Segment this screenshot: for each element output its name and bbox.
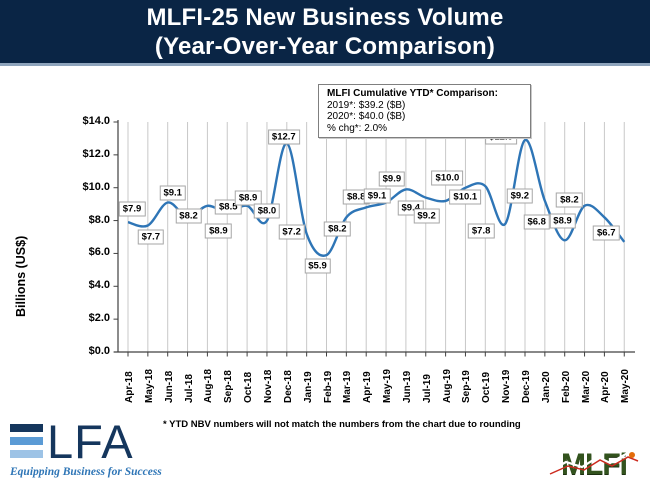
nbv-line-series xyxy=(127,138,626,257)
data-point-label: $9.2 xyxy=(413,208,440,224)
elfa-e-bar-top xyxy=(10,424,43,432)
y-tick-label: $4.0 xyxy=(88,279,110,292)
ytd-2020-value: 2020*: $40.0 ($B) xyxy=(327,111,406,122)
chart-title-line1: MLFI-25 New Business Volume xyxy=(146,3,504,31)
elfa-wordmark: LFA xyxy=(10,415,162,468)
elfa-e-bar-bottom xyxy=(10,450,43,458)
data-point-label: $8.2 xyxy=(556,192,583,208)
x-tick-label: Oct-19 xyxy=(481,371,493,403)
data-point-label: $6.7 xyxy=(593,225,620,241)
y-tick-label: $2.0 xyxy=(88,312,110,325)
x-tick-label: Dec-18 xyxy=(282,370,294,403)
mlfi-logo: MLFi xyxy=(548,447,640,483)
x-tick-label: Jan-20 xyxy=(540,371,552,403)
chart-title-line2: (Year-Over-Year Comparison) xyxy=(154,32,496,60)
y-tick-label: $8.0 xyxy=(88,213,110,226)
elfa-e-bar-mid xyxy=(10,437,43,445)
ytd-comparison-box: MLFI Cumulative YTD* Comparison: 2019*: … xyxy=(318,84,531,138)
x-tick-label: May-18 xyxy=(143,369,155,403)
x-tick-label: Apr-18 xyxy=(124,371,135,403)
x-tick-label: Aug-18 xyxy=(203,369,215,403)
x-tick-label: Jul-19 xyxy=(421,374,433,403)
title-bar: MLFI-25 New Business Volume (Year-Over-Y… xyxy=(0,0,650,66)
plot-area xyxy=(113,120,635,357)
x-tick-label: Jun-18 xyxy=(163,370,175,403)
x-tick-label: Sep-18 xyxy=(223,370,235,403)
footnote: * YTD NBV numbers will not match the num… xyxy=(163,419,521,430)
data-point-label: $10.1 xyxy=(449,189,482,205)
x-tick-label: Aug-19 xyxy=(441,369,453,403)
x-tick-label: Mar-19 xyxy=(342,370,354,403)
x-tick-label: Feb-20 xyxy=(560,370,572,403)
x-tick-label: Dec-19 xyxy=(521,370,532,403)
elfa-logo: LFA Equipping Business for Success xyxy=(10,415,162,478)
data-point-label: $10.0 xyxy=(431,170,464,186)
x-tick-label: Sep-19 xyxy=(461,370,473,403)
elfa-tagline: Equipping Business for Success xyxy=(10,466,162,478)
line-chart: Billions (US$) $0.0 $2.0 $4.0 $6.0 $8.0 $10.0… xyxy=(0,66,650,416)
elfa-e-icon xyxy=(10,424,43,458)
x-tick-label: Jan-19 xyxy=(302,371,314,403)
data-point-label: $8.2 xyxy=(324,221,351,237)
data-point-label: $9.1 xyxy=(363,188,391,203)
y-tick-label: $6.0 xyxy=(88,246,110,259)
x-tick-label: Apr-20 xyxy=(600,371,612,403)
elfa-letters: LFA xyxy=(47,415,134,468)
data-point-label: $8.8 xyxy=(342,189,370,205)
ytd-2019-value: 2019*: $39.2 ($B) xyxy=(327,99,406,111)
y-tick-label: $0.0 xyxy=(88,345,110,357)
x-tick-label: May-19 xyxy=(382,369,394,403)
x-tick-label: Mar-20 xyxy=(580,370,592,403)
ytd-pct-change: % chg*: 2.0% xyxy=(327,122,388,134)
mlfi-trendline-icon xyxy=(549,452,639,475)
data-point-label: $7.2 xyxy=(278,224,305,240)
data-point-label: $9.1 xyxy=(159,185,186,200)
ytd-comparison-heading: MLFI Cumulative YTD* Comparison: xyxy=(327,88,498,99)
data-point-label: $12.7 xyxy=(267,129,300,145)
data-point-label: $6.8 xyxy=(523,214,550,230)
y-tick-label: $10.0 xyxy=(82,180,110,193)
x-tick-label: Nov-18 xyxy=(262,369,274,403)
data-point-label: $7.9 xyxy=(118,201,146,217)
y-tick-label: $14.0 xyxy=(82,115,110,127)
x-tick-label: Nov-19 xyxy=(501,369,513,403)
data-point-label: $8.9 xyxy=(549,213,576,229)
x-tick-label: Jun-19 xyxy=(401,370,413,403)
data-point-label: $9.9 xyxy=(378,171,406,187)
x-tick-label: May-20 xyxy=(620,369,632,403)
data-point-label: $7.8 xyxy=(467,223,495,239)
data-point-label: $9.2 xyxy=(506,188,534,204)
data-point-label: $8.9 xyxy=(234,190,262,206)
x-tick-label: Jul-18 xyxy=(183,374,195,403)
data-point-label: $8.0 xyxy=(253,203,281,219)
data-point-label: $8.2 xyxy=(175,208,202,224)
x-tick-label: Feb-19 xyxy=(322,370,334,403)
x-tick-label: Apr-19 xyxy=(362,371,374,403)
data-point-label: $7.7 xyxy=(137,229,165,244)
data-point-label: $8.9 xyxy=(205,223,232,239)
y-tick-label: $12.0 xyxy=(82,147,110,160)
x-tick-label: Oct-18 xyxy=(243,371,255,403)
data-point-label: $5.9 xyxy=(304,258,331,274)
